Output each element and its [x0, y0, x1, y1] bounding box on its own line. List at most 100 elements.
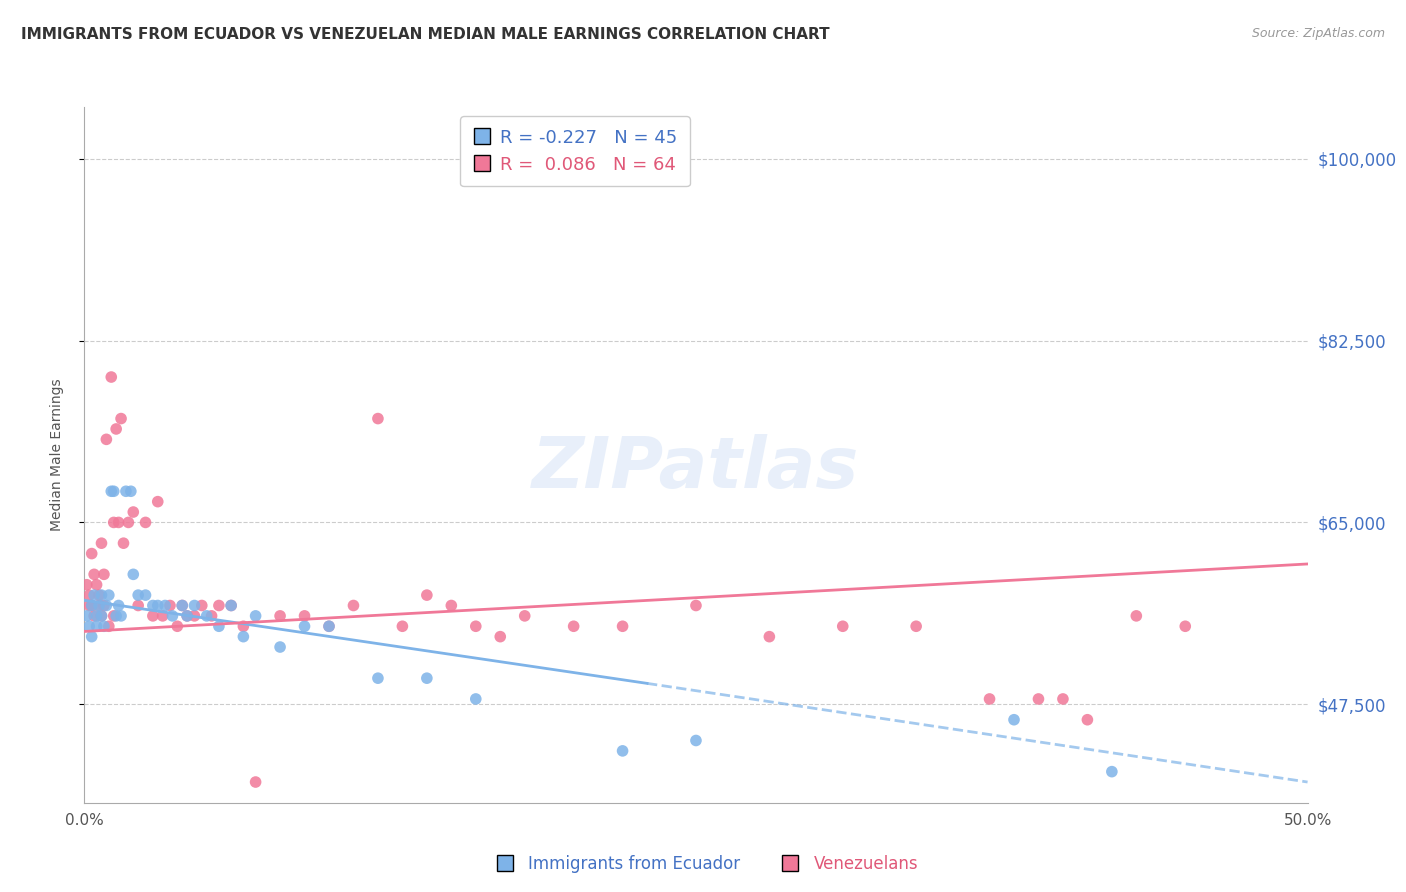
Point [87, 599, 110, 613]
Point [112, 536, 135, 550]
Point [464, 692, 486, 706]
Point [77, 599, 100, 613]
Point [107, 599, 129, 613]
Point [142, 599, 165, 613]
Point [127, 599, 149, 613]
Point [80, 547, 103, 561]
Point [232, 619, 254, 633]
Point [367, 411, 389, 425]
Point [1052, 692, 1074, 706]
Point [172, 599, 194, 613]
Point [513, 608, 536, 623]
Point [127, 588, 149, 602]
Point [1028, 692, 1050, 706]
Point [269, 608, 291, 623]
Point [208, 599, 231, 613]
Point [96, 433, 118, 447]
Point [103, 484, 125, 499]
Point [162, 608, 184, 623]
Point [120, 484, 142, 499]
Point [93, 599, 115, 613]
Point [176, 608, 198, 623]
Point [100, 484, 122, 499]
Point [80, 599, 103, 613]
Point [208, 619, 231, 633]
Text: Source: ZipAtlas.com: Source: ZipAtlas.com [1251, 27, 1385, 40]
Point [103, 608, 125, 623]
Point [245, 775, 267, 789]
Point [100, 370, 122, 384]
Point [979, 692, 1001, 706]
Point [152, 608, 174, 623]
Point [831, 619, 853, 633]
Point [83, 588, 105, 602]
Point [122, 505, 145, 519]
Point [685, 599, 707, 613]
Text: ZIPatlas: ZIPatlas [533, 434, 859, 503]
Point [135, 516, 157, 530]
Point [86, 608, 108, 623]
Point [135, 588, 157, 602]
Point [86, 619, 108, 633]
Point [93, 619, 115, 633]
Point [107, 516, 129, 530]
Point [200, 608, 222, 623]
Point [464, 619, 486, 633]
Point [758, 630, 780, 644]
Point [294, 608, 316, 623]
Point [115, 484, 138, 499]
Point [342, 599, 364, 613]
Point [1002, 713, 1025, 727]
Point [142, 608, 165, 623]
Point [87, 588, 110, 602]
Point [93, 567, 115, 582]
Point [1125, 608, 1147, 623]
Point [76, 608, 98, 623]
Point [195, 608, 218, 623]
Point [146, 599, 169, 613]
Point [612, 744, 634, 758]
Point [269, 640, 291, 654]
Point [440, 599, 463, 613]
Point [318, 619, 340, 633]
Point [146, 494, 169, 508]
Point [562, 619, 585, 633]
Point [110, 411, 132, 425]
Point [416, 671, 439, 685]
Point [905, 619, 928, 633]
Point [77, 588, 100, 602]
Point [103, 516, 125, 530]
Point [172, 599, 194, 613]
Point [105, 422, 128, 436]
Point [318, 619, 340, 633]
Point [90, 608, 112, 623]
Point [97, 619, 120, 633]
Point [90, 536, 112, 550]
Y-axis label: Median Male Earnings: Median Male Earnings [49, 378, 63, 532]
Point [90, 608, 112, 623]
Point [153, 599, 176, 613]
Point [105, 608, 128, 623]
Point [166, 619, 188, 633]
Point [86, 578, 108, 592]
Point [191, 599, 214, 613]
Point [80, 630, 103, 644]
Point [1076, 713, 1098, 727]
Legend: Immigrants from Ecuador, Venezuelans: Immigrants from Ecuador, Venezuelans [481, 848, 925, 880]
Point [219, 599, 242, 613]
Point [110, 608, 132, 623]
Point [90, 588, 112, 602]
Point [97, 588, 120, 602]
Text: IMMIGRANTS FROM ECUADOR VS VENEZUELAN MEDIAN MALE EARNINGS CORRELATION CHART: IMMIGRANTS FROM ECUADOR VS VENEZUELAN ME… [21, 27, 830, 42]
Point [232, 630, 254, 644]
Point [1174, 619, 1197, 633]
Point [87, 599, 110, 613]
Point [294, 619, 316, 633]
Point [83, 608, 105, 623]
Point [183, 599, 205, 613]
Point [117, 516, 139, 530]
Point [245, 608, 267, 623]
Point [96, 599, 118, 613]
Legend: R = -0.227   N = 45, R =  0.086   N = 64: R = -0.227 N = 45, R = 0.086 N = 64 [460, 116, 690, 186]
Point [80, 599, 103, 613]
